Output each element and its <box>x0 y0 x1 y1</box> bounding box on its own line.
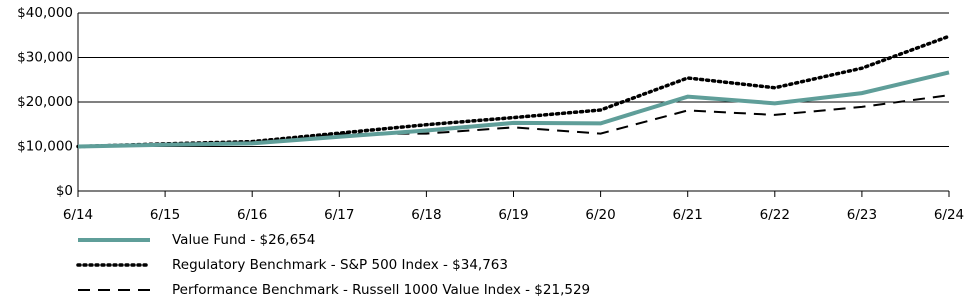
y-tick-label: $10,000 <box>17 139 73 155</box>
legend-label: Regulatory Benchmark - S&P 500 Index - $… <box>172 257 508 273</box>
x-tick-label: 6/17 <box>324 207 354 223</box>
x-tick-label: 6/18 <box>411 207 441 223</box>
y-tick-label: $40,000 <box>17 5 73 21</box>
y-tick-label: $30,000 <box>17 50 73 66</box>
x-tick-label: 6/15 <box>150 207 180 223</box>
x-tick-label: 6/20 <box>585 207 615 223</box>
x-tick-label: 6/21 <box>673 207 703 223</box>
y-tick-label: $20,000 <box>17 94 73 110</box>
x-tick-label: 6/14 <box>63 207 93 223</box>
series-line <box>77 94 950 148</box>
x-tick-label: 6/19 <box>498 207 528 223</box>
series-line <box>76 34 951 149</box>
x-tick-label: 6/16 <box>237 207 267 223</box>
x-tick-label: 6/23 <box>847 207 877 223</box>
series-line <box>77 70 950 149</box>
x-tick-label: 6/24 <box>934 207 964 223</box>
legend-label: Performance Benchmark - Russell 1000 Val… <box>172 282 590 298</box>
x-tick-label: 6/22 <box>760 207 790 223</box>
y-tick-label: $0 <box>56 183 73 199</box>
legend-label: Value Fund - $26,654 <box>172 232 315 248</box>
